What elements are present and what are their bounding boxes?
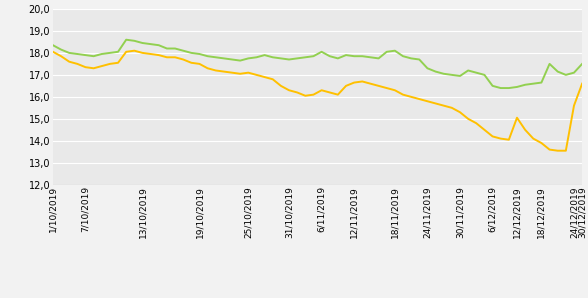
Legend: Cal 2020, Cal 2021: Cal 2020, Cal 2021	[212, 293, 423, 298]
